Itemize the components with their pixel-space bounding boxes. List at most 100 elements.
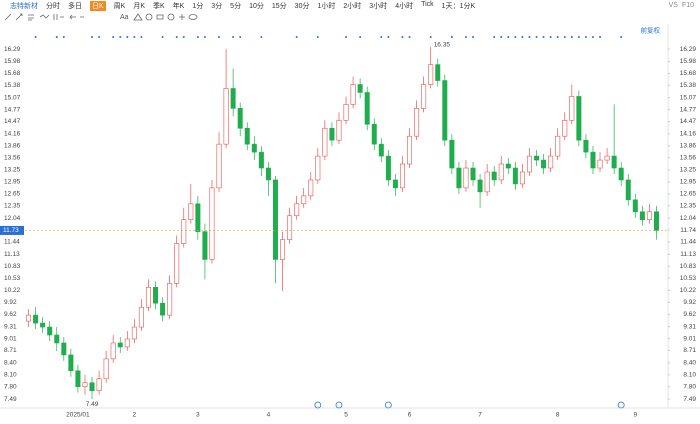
y-tick-label: 14.47 xyxy=(4,118,21,125)
candle-body xyxy=(597,159,603,169)
y-tick-label-right: 10.22 xyxy=(680,287,697,294)
adjust-label[interactable]: 前复权 xyxy=(641,26,661,35)
period-tab[interactable]: 周K xyxy=(113,2,126,10)
event-dot xyxy=(563,36,566,38)
candle-body xyxy=(54,334,60,344)
event-dot xyxy=(549,36,552,38)
event-badge xyxy=(617,401,625,409)
stock-name[interactable]: 志特新材 xyxy=(10,2,38,10)
event-dot xyxy=(133,36,136,38)
period-tab[interactable]: 日K xyxy=(90,0,106,11)
event-dot xyxy=(542,36,545,38)
y-tick-label: 12.35 xyxy=(4,203,21,210)
period-tab[interactable]: 15分 xyxy=(271,2,287,10)
candle-body xyxy=(498,163,504,181)
candle-body xyxy=(280,239,286,260)
period-tab[interactable]: 4小时 xyxy=(395,2,414,10)
f10-button[interactable]: F10 xyxy=(681,2,694,9)
period-tab[interactable]: 1小时 xyxy=(317,2,336,10)
y-tick-label: 11.13 xyxy=(4,251,20,258)
font-tool[interactable]: Aa xyxy=(120,13,129,21)
y-tick-label-right: 9.01 xyxy=(683,335,696,342)
x-tick-label: 5 xyxy=(344,412,348,419)
y-tick-label-right: 8.40 xyxy=(683,360,696,367)
event-dot xyxy=(450,36,453,38)
event-dot xyxy=(196,36,199,38)
tool-icons-2[interactable] xyxy=(132,12,203,22)
tool-icons[interactable] xyxy=(4,12,116,22)
period-tab[interactable]: 10分 xyxy=(249,2,264,10)
x-tick-label: 7 xyxy=(478,412,482,419)
event-dot xyxy=(380,36,383,38)
period-tab[interactable]: 多日 xyxy=(68,2,82,10)
y-tick-label-right: 7.80 xyxy=(683,383,696,390)
event-dot xyxy=(345,36,348,38)
event-dot xyxy=(570,36,573,38)
y-tick-label-right: 13.25 xyxy=(680,167,697,174)
candle-body xyxy=(336,119,342,141)
y-tick-label-right: 16.29 xyxy=(680,46,697,53)
candle-body xyxy=(96,378,102,391)
y-tick-label-right: 13.86 xyxy=(680,142,697,149)
y-tick-label-right: 13.56 xyxy=(680,154,697,161)
candle-body xyxy=(505,163,511,169)
x-tick-label: 6 xyxy=(408,412,412,419)
event-dot xyxy=(161,36,164,38)
y-tick-label-right: 15.07 xyxy=(680,94,697,101)
candle-body xyxy=(103,358,109,380)
candle-body xyxy=(526,155,532,173)
period-tab[interactable]: 30分 xyxy=(294,2,310,10)
y-tick-label: 7.49 xyxy=(4,396,17,403)
period-tab[interactable]: 1分 xyxy=(192,2,204,10)
period-tab[interactable]: 季K xyxy=(153,2,165,10)
y-tick-label-right: 15.38 xyxy=(680,82,697,89)
period-tab[interactable]: 2小时 xyxy=(343,2,362,10)
candle-body xyxy=(456,167,462,189)
event-dot xyxy=(203,36,206,38)
candle-body xyxy=(357,84,363,93)
y-tick-label: 15.98 xyxy=(4,58,21,65)
event-dot xyxy=(387,36,390,38)
event-badge xyxy=(335,401,343,409)
candle-body xyxy=(329,127,335,141)
period-tab[interactable]: 分时 xyxy=(46,2,60,10)
y-tick-label-right: 8.10 xyxy=(683,371,696,378)
event-dot xyxy=(55,36,58,38)
y-tick-label-right: 8.71 xyxy=(683,347,696,354)
period-tab[interactable]: Tick xyxy=(421,0,434,8)
period-tab[interactable]: 年K xyxy=(172,2,185,10)
period-tab[interactable]: 1天：1分K xyxy=(441,2,476,10)
x-tick-label: 2025/01 xyxy=(66,412,90,419)
event-dot xyxy=(556,36,559,38)
candle-body xyxy=(209,187,215,260)
y-tick-label-right: 11.74 xyxy=(680,227,696,234)
x-tick-label: 9 xyxy=(633,412,637,419)
period-tab[interactable]: 3小时 xyxy=(369,2,388,10)
candle-body xyxy=(294,203,300,217)
candle-body xyxy=(181,219,187,244)
y-tick-label: 16.29 xyxy=(4,46,21,53)
event-dot xyxy=(295,36,298,38)
event-dot xyxy=(528,36,531,38)
candle-body xyxy=(569,96,575,121)
period-tab[interactable]: 月K xyxy=(133,2,146,10)
candle-body xyxy=(484,171,490,193)
y-tick-label-right: 14.16 xyxy=(680,131,697,138)
candle-body xyxy=(435,64,441,81)
period-tab[interactable]: 3分 xyxy=(211,2,223,10)
candle-body xyxy=(75,370,81,388)
candle-body xyxy=(258,151,264,169)
candle-body xyxy=(308,179,314,197)
candle-body xyxy=(272,179,278,260)
candle-body xyxy=(428,64,434,85)
vs-button[interactable]: VS xyxy=(668,2,678,9)
x-tick-label: 4 xyxy=(267,412,271,419)
event-dot xyxy=(119,36,122,38)
candle-body xyxy=(541,159,547,169)
high-label: 16.35 xyxy=(434,41,451,48)
x-tick-label: 8 xyxy=(556,412,560,419)
candle-body xyxy=(61,342,67,356)
period-tab[interactable]: 5分 xyxy=(230,2,242,10)
event-dot xyxy=(464,36,467,38)
